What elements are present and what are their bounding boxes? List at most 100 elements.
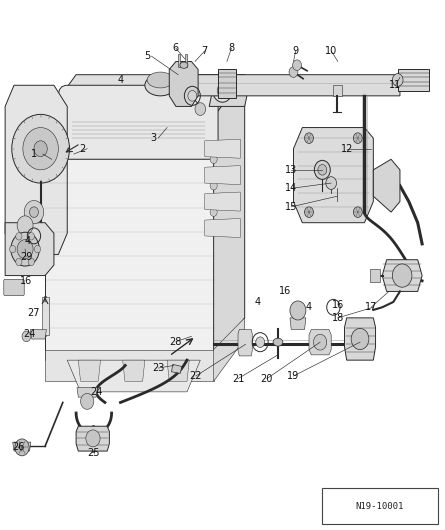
Circle shape [34, 141, 47, 157]
Circle shape [210, 208, 217, 216]
Text: 15: 15 [285, 202, 297, 212]
FancyBboxPatch shape [322, 488, 437, 524]
Ellipse shape [180, 62, 188, 68]
Polygon shape [178, 54, 180, 67]
Text: 3: 3 [151, 133, 157, 143]
Text: 14: 14 [285, 183, 297, 193]
Circle shape [34, 245, 40, 253]
Circle shape [213, 79, 232, 102]
Circle shape [304, 133, 313, 144]
Text: 4: 4 [24, 236, 30, 246]
Text: 21: 21 [232, 374, 244, 384]
Polygon shape [45, 117, 214, 360]
Circle shape [28, 233, 34, 240]
Text: 16: 16 [20, 276, 32, 286]
Text: 13: 13 [285, 165, 297, 175]
Polygon shape [205, 139, 240, 158]
Circle shape [16, 233, 22, 240]
FancyBboxPatch shape [58, 85, 218, 160]
Polygon shape [344, 318, 376, 360]
Circle shape [256, 337, 265, 348]
Circle shape [12, 114, 69, 183]
Circle shape [313, 334, 327, 350]
Polygon shape [78, 360, 101, 381]
FancyBboxPatch shape [4, 279, 24, 296]
Text: 7: 7 [202, 46, 208, 56]
Polygon shape [294, 128, 373, 223]
Polygon shape [167, 360, 189, 381]
Polygon shape [332, 85, 342, 96]
Text: 26: 26 [12, 443, 24, 453]
Polygon shape [209, 85, 249, 107]
Text: 28: 28 [170, 337, 182, 347]
Polygon shape [30, 330, 46, 339]
Circle shape [22, 331, 31, 342]
Text: 17: 17 [365, 302, 377, 312]
Polygon shape [45, 75, 245, 117]
Text: 4: 4 [255, 297, 261, 307]
Polygon shape [5, 223, 54, 276]
Polygon shape [45, 350, 214, 381]
Polygon shape [218, 69, 236, 99]
Polygon shape [67, 360, 200, 392]
Polygon shape [76, 426, 109, 451]
Text: 11: 11 [389, 80, 402, 90]
Polygon shape [382, 260, 422, 292]
Polygon shape [309, 330, 331, 355]
Text: 27: 27 [28, 307, 40, 317]
Polygon shape [370, 269, 380, 282]
Text: 23: 23 [152, 363, 164, 373]
Text: 12: 12 [340, 144, 353, 154]
Circle shape [289, 67, 298, 77]
Polygon shape [12, 442, 31, 451]
Text: 4: 4 [117, 75, 124, 85]
Polygon shape [123, 360, 145, 381]
Circle shape [29, 207, 38, 217]
Text: 16: 16 [332, 299, 344, 310]
Polygon shape [214, 318, 245, 381]
Text: 18: 18 [332, 313, 344, 323]
Circle shape [17, 216, 33, 235]
Circle shape [392, 264, 412, 287]
Polygon shape [205, 192, 240, 211]
Text: 4: 4 [306, 302, 312, 312]
Polygon shape [41, 297, 49, 335]
Circle shape [392, 74, 403, 86]
Text: 29: 29 [20, 252, 32, 262]
Circle shape [314, 161, 330, 179]
Text: 10: 10 [325, 46, 337, 56]
Circle shape [293, 60, 301, 70]
Polygon shape [205, 165, 240, 184]
Text: 22: 22 [190, 371, 202, 381]
Polygon shape [5, 85, 67, 254]
Polygon shape [169, 61, 198, 107]
Polygon shape [238, 330, 252, 356]
Text: 24: 24 [90, 387, 102, 397]
Circle shape [290, 301, 306, 320]
Text: 1: 1 [31, 149, 37, 159]
Polygon shape [290, 318, 306, 330]
Text: 9: 9 [293, 46, 299, 56]
Circle shape [195, 103, 206, 116]
Circle shape [188, 91, 197, 101]
Circle shape [217, 84, 228, 97]
Circle shape [86, 430, 100, 447]
Ellipse shape [273, 338, 283, 346]
Circle shape [210, 155, 217, 164]
Circle shape [16, 258, 22, 266]
Circle shape [351, 329, 369, 350]
Ellipse shape [145, 75, 176, 96]
Polygon shape [77, 387, 97, 397]
Text: 20: 20 [261, 374, 273, 384]
Circle shape [15, 439, 29, 456]
Text: 16: 16 [279, 286, 291, 296]
Circle shape [318, 164, 327, 175]
Circle shape [353, 207, 362, 217]
Circle shape [17, 240, 33, 259]
Polygon shape [205, 218, 240, 237]
Circle shape [304, 207, 313, 217]
Circle shape [353, 133, 362, 144]
Text: 19: 19 [287, 371, 299, 381]
Circle shape [81, 393, 94, 409]
Circle shape [28, 258, 34, 266]
